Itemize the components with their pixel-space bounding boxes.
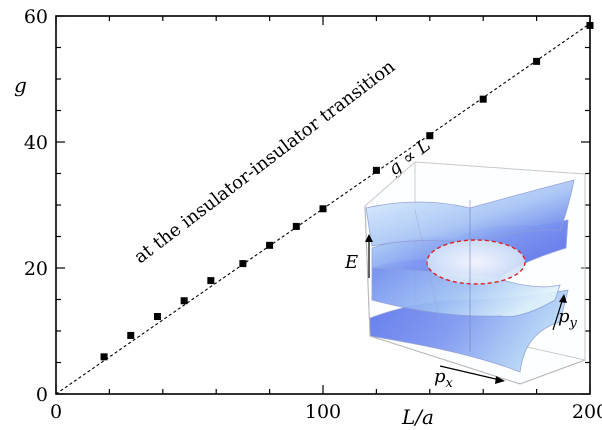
- transition-annotation: at the insulator-insulator transition: [130, 56, 399, 268]
- px-arrowhead: [495, 376, 505, 384]
- data-points-layer: [100, 21, 594, 361]
- energy-label: E: [344, 252, 358, 273]
- y-tick-label: 60: [24, 6, 48, 28]
- data-point: [266, 241, 274, 249]
- py-label: py: [558, 306, 578, 331]
- y-axis-label: g: [14, 73, 27, 97]
- data-point: [292, 222, 300, 230]
- y-tick-label: 40: [24, 132, 48, 154]
- inset-box-front: [364, 205, 586, 385]
- data-point: [153, 313, 161, 321]
- data-point: [426, 132, 434, 140]
- py-arrow: [552, 297, 564, 331]
- data-point: [180, 297, 188, 305]
- x-tick-label: 200: [572, 401, 602, 423]
- data-point: [479, 95, 487, 103]
- y-tick-label: 0: [36, 384, 48, 406]
- px-arrow: [439, 365, 501, 381]
- data-point: [207, 277, 215, 285]
- py-subscript: y: [569, 316, 578, 331]
- px-label: px: [434, 366, 454, 391]
- inset-band-diagram: E px py: [344, 161, 586, 391]
- data-point: [533, 57, 541, 65]
- data-point: [319, 205, 327, 213]
- ticks-layer: 0 100 200 0 20 40 60: [24, 6, 602, 423]
- inset-seam: [414, 209, 441, 321]
- px-subscript: x: [446, 376, 454, 391]
- y-tick-label: 20: [24, 258, 48, 280]
- data-point: [586, 21, 594, 29]
- data-point: [100, 353, 108, 361]
- energy-arrowhead: [365, 234, 373, 242]
- inset-ring-surface: [427, 240, 525, 284]
- data-point: [127, 331, 135, 339]
- x-tick-label: 0: [50, 401, 62, 423]
- data-point: [239, 260, 247, 268]
- x-tick-label: 100: [305, 401, 341, 423]
- py-arrowhead: [559, 294, 567, 303]
- x-axis-label: L/a: [401, 405, 434, 429]
- data-point: [372, 166, 380, 174]
